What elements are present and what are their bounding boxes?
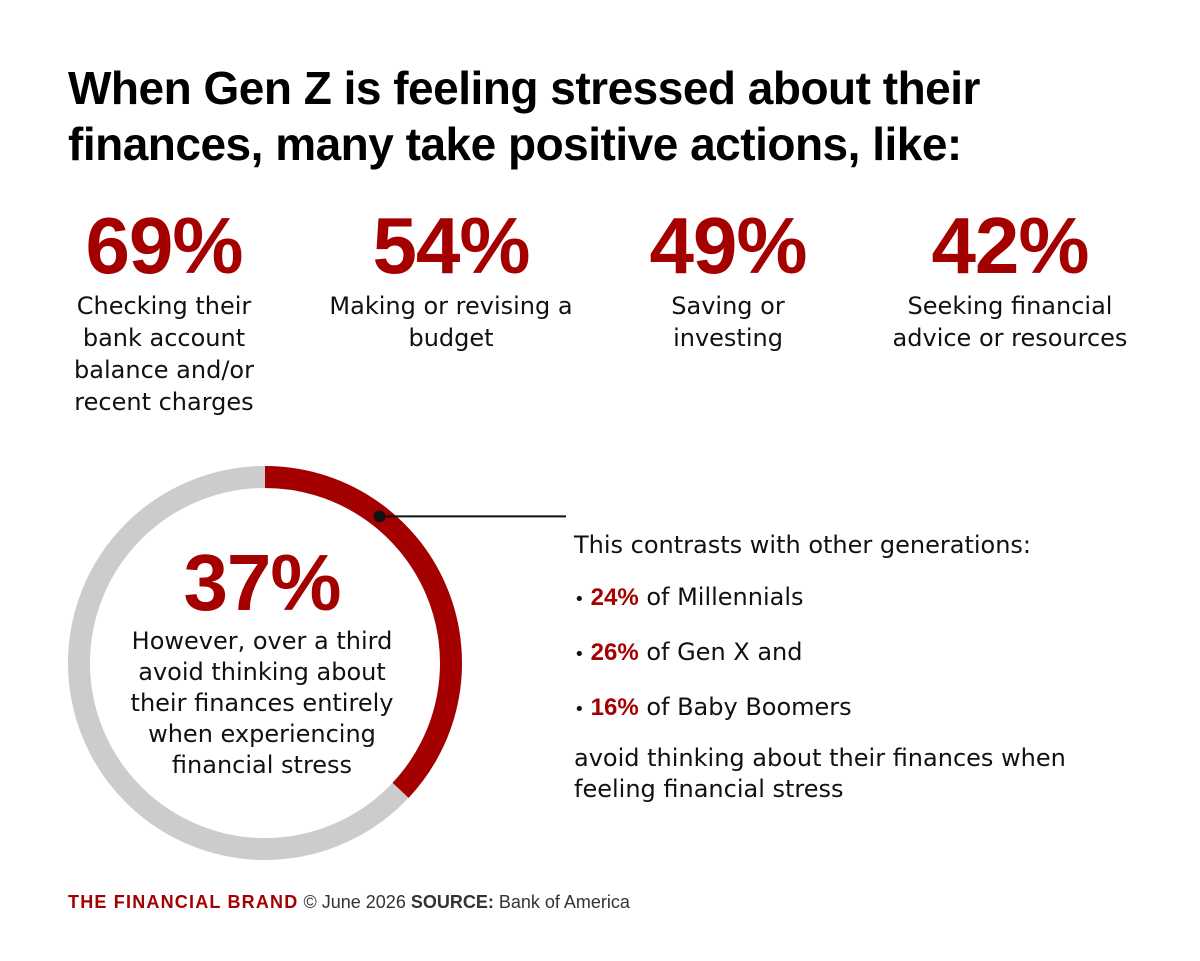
stat-value: 54% [372, 201, 530, 290]
comparison-text: of Gen X and [646, 638, 803, 666]
bullet-icon: • [574, 589, 585, 610]
brand-logo: THE FINANCIAL BRAND [68, 892, 299, 912]
stat-value: 69% [85, 201, 243, 290]
comparison-value: 24% [590, 584, 639, 611]
stat-advice: 42% Seeking financial advice or resource… [870, 204, 1150, 354]
callout-dot [373, 510, 386, 523]
bullet-icon: • [574, 644, 585, 665]
stat-value: 42% [931, 201, 1089, 290]
stat-label: Checking their bank account balance and/… [74, 292, 254, 416]
comparison-lead: This contrasts with other generations: [574, 531, 1032, 559]
source-label: SOURCE: [410, 892, 494, 912]
stat-saving: 49% Saving or investing [630, 204, 826, 354]
comparison-text: of Millennials [646, 583, 804, 611]
stat-label: Making or revising a budget [329, 292, 573, 352]
donut-value-label: 37% [183, 538, 341, 627]
bullet-icon: • [574, 699, 585, 720]
list-item: • 16% of Baby Boomers [574, 690, 1134, 727]
list-item: • 24% of Millennials [574, 580, 1134, 617]
stat-checking-balance: 69% Checking their bank account balance … [54, 204, 274, 418]
donut-center: 37% However, over a third avoid thinking… [110, 540, 414, 781]
list-item: • 26% of Gen X and [574, 635, 1134, 672]
comparison-value: 26% [590, 639, 639, 666]
comparison-text: of Baby Boomers [646, 693, 852, 721]
stat-label: Seeking financial advice or resources [892, 292, 1128, 352]
footer: THE FINANCIAL BRAND © June 2026 SOURCE: … [68, 890, 630, 914]
comparison-trail: avoid thinking about their finances when… [574, 744, 1066, 803]
generation-comparison: This contrasts with other generations: •… [574, 528, 1134, 805]
comparison-value: 16% [590, 694, 639, 721]
donut-description: However, over a third avoid thinking abo… [130, 627, 394, 779]
stat-budget: 54% Making or revising a budget [326, 204, 576, 354]
stat-value: 49% [649, 201, 807, 290]
source-name: Bank of America [498, 892, 630, 912]
comparison-list: • 24% of Millennials • 26% of Gen X and • 1… [574, 580, 1134, 727]
page-title: When Gen Z is feeling stressed about the… [68, 62, 980, 170]
stat-label: Saving or investing [671, 292, 785, 352]
copyright: © June 2026 [303, 892, 406, 912]
